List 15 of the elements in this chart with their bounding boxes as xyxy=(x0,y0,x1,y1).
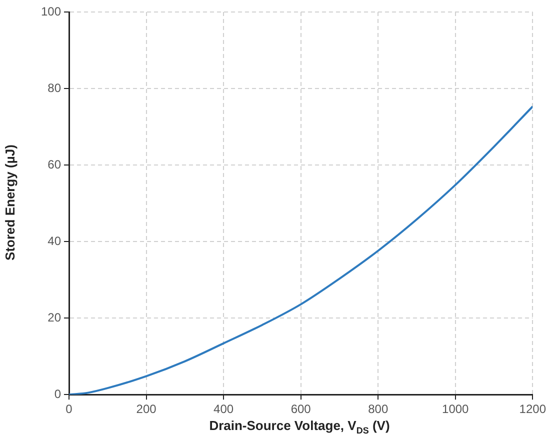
x-tick-label: 600 xyxy=(290,402,312,416)
x-tick-label: 800 xyxy=(368,402,388,416)
y-axis-title: Stored Energy (µJ) xyxy=(2,144,18,262)
y-tick-label: 60 xyxy=(48,157,62,172)
x-axis-title: Drain-Source Voltage, V$_{DS}$ (V) xyxy=(208,418,391,436)
y-tick-label: 0 xyxy=(54,386,62,401)
x-tick-label: 0 xyxy=(66,402,73,416)
x-tick-label: 1000 xyxy=(442,402,470,416)
y-tick-label: 40 xyxy=(48,234,62,248)
y-tick-label: 20 xyxy=(48,310,62,324)
x-tick-label: 400 xyxy=(214,402,234,416)
y-tick-label: 80 xyxy=(48,80,62,95)
y-tick-label: 100 xyxy=(40,4,62,18)
x-tick-label: 1200 xyxy=(519,402,546,416)
x-tick-label: 200 xyxy=(136,402,157,416)
